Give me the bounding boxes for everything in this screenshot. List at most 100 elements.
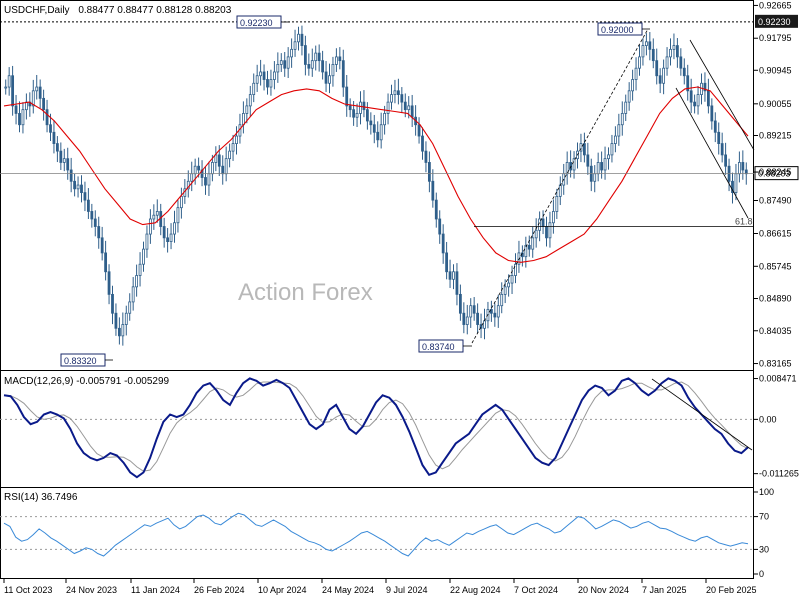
candle	[186, 170, 190, 198]
candle	[324, 61, 328, 92]
candle	[207, 161, 211, 196]
candle-body-up	[359, 101, 362, 114]
candle	[737, 151, 741, 183]
candle-body-down	[100, 237, 104, 254]
candle-body-up	[76, 184, 80, 190]
candle-body-up	[624, 101, 628, 114]
moving-average	[3, 86, 749, 263]
candle	[710, 98, 714, 130]
candle-body-down	[541, 218, 545, 227]
candle-body-up	[379, 124, 383, 141]
candle-body-down	[303, 45, 307, 65]
candle-body-down	[104, 252, 108, 273]
rsi-panel: 100 70 30 0	[0, 487, 774, 579]
candle-body-up	[734, 173, 738, 193]
candle	[731, 172, 734, 204]
candle-body-down	[300, 33, 304, 46]
candle	[114, 303, 118, 336]
candle	[579, 133, 583, 163]
rsi-tick-label: 0	[759, 569, 764, 579]
candle-body-down	[66, 158, 70, 171]
candle-body-down	[527, 244, 531, 250]
candle	[545, 216, 548, 247]
current-price-tag	[754, 166, 799, 181]
candle	[672, 33, 676, 60]
candle-body-down	[52, 131, 56, 144]
candle	[624, 94, 628, 121]
candle	[379, 112, 383, 149]
candle-body-down	[362, 101, 366, 111]
candle-body-down	[424, 150, 428, 163]
candle	[86, 188, 90, 219]
candle	[124, 305, 128, 336]
candle	[386, 93, 390, 125]
candle-body-down	[434, 199, 438, 220]
candle-body-down	[107, 271, 111, 295]
date-tick-label: 7 Jan 2025	[642, 585, 687, 595]
candle-body-up	[241, 113, 245, 126]
rsi-label: RSI(14) 36.7496	[4, 492, 78, 503]
ohlc-values: 0.88477 0.88477 0.88128 0.88203	[78, 5, 231, 16]
candle-body-up	[269, 79, 273, 88]
candle	[531, 226, 535, 258]
candle-body-down	[321, 60, 325, 73]
candle-body-down	[55, 143, 59, 152]
candle-body-up	[548, 222, 552, 239]
candle	[479, 313, 483, 339]
candle-body-up	[496, 305, 500, 318]
macd-tick-label: 0.008471	[759, 374, 797, 384]
candle-body-down	[582, 143, 586, 156]
candle	[334, 48, 338, 72]
candle-body-up	[255, 75, 259, 84]
candle-body-up	[558, 184, 562, 197]
candle-body-up	[331, 64, 335, 77]
candle	[431, 169, 435, 208]
candle-body-down	[493, 312, 497, 318]
price-tick-label: 0.87490	[759, 196, 792, 206]
candle-body-up	[603, 158, 607, 171]
candle	[503, 279, 507, 304]
candle	[142, 241, 145, 272]
candle	[224, 146, 228, 182]
candle	[155, 199, 159, 223]
candle-body-up	[613, 135, 617, 144]
candle-body-up	[407, 105, 411, 111]
candle-body-down	[731, 180, 734, 193]
candle	[55, 136, 59, 163]
candle	[483, 308, 486, 340]
macd-tick-label: -0.011265	[759, 469, 799, 479]
candle	[500, 282, 504, 314]
candle-body-down	[458, 293, 462, 314]
candle	[445, 241, 449, 280]
macd-label: MACD(12,26,9) -0.005791 -0.005299	[4, 376, 170, 387]
candle	[297, 26, 300, 51]
candle	[452, 264, 455, 290]
candle-body-up	[35, 86, 39, 92]
candle	[252, 73, 256, 103]
candle-body-up	[641, 45, 645, 58]
candle	[179, 187, 183, 219]
candle	[689, 78, 693, 114]
candle-body-down	[266, 79, 269, 88]
moving-average-line	[3, 86, 749, 263]
candle	[321, 50, 325, 80]
price-tick-label: 0.88245	[759, 167, 792, 177]
candle-body-up	[310, 60, 314, 69]
candle	[462, 302, 466, 334]
candle-body-down	[403, 101, 407, 111]
candle	[365, 102, 369, 130]
candle-body-down	[462, 312, 466, 325]
candle-body-up	[551, 211, 555, 224]
candle-body-down	[307, 64, 311, 69]
candle-body-down	[324, 71, 328, 84]
candle	[603, 146, 607, 180]
candle-body-up	[176, 207, 180, 224]
candle	[283, 51, 287, 77]
candle	[262, 64, 266, 91]
candle	[355, 103, 359, 128]
candle	[100, 226, 104, 261]
candle	[193, 158, 197, 185]
callout-label: 0.83740	[422, 342, 455, 352]
candle	[190, 161, 194, 192]
candle-body-down	[569, 162, 573, 171]
